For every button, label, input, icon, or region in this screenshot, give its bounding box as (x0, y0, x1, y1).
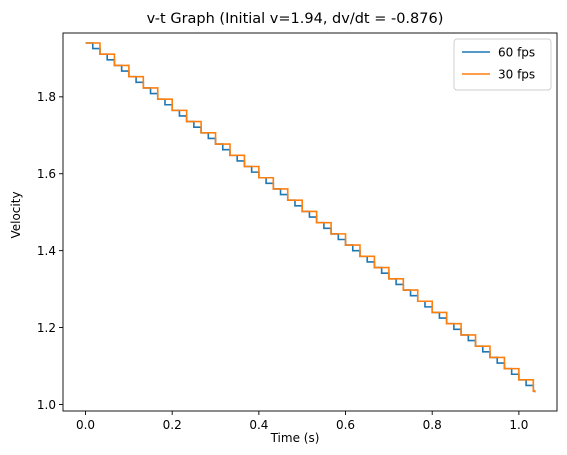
x-tick-label: 0.8 (423, 418, 442, 432)
y-tick-label: 1.8 (37, 90, 56, 104)
y-axis-label: Velocity (9, 191, 23, 238)
series-line-2 (85, 42, 536, 393)
y-tick-label: 1.0 (37, 398, 56, 412)
legend: 60 fps 30 fps (453, 38, 552, 91)
y-tick-label: 1.6 (37, 167, 56, 181)
x-tick-label: 0.6 (336, 418, 355, 432)
legend-label-1: 60 fps (498, 45, 535, 59)
x-tick-label: 0.2 (163, 418, 182, 432)
axes: 0.0 0.2 0.4 0.6 0.8 1.0 1.0 1.2 1.4 1.6 1.8 (37, 32, 558, 432)
axes-frame (62, 32, 558, 412)
chart-title: v-t Graph (Initial v=1.94, dv/dt = -0.87… (147, 11, 444, 27)
y-tick-label: 1.4 (37, 244, 56, 258)
legend-label-2: 30 fps (498, 67, 535, 81)
plot-area (85, 42, 536, 393)
x-axis-label: Time (s) (270, 431, 320, 445)
x-tick-label: 0.4 (249, 418, 268, 432)
x-tick-label: 0.0 (76, 418, 95, 432)
x-tick-label: 1.0 (509, 418, 528, 432)
y-tick-label: 1.2 (37, 321, 56, 335)
